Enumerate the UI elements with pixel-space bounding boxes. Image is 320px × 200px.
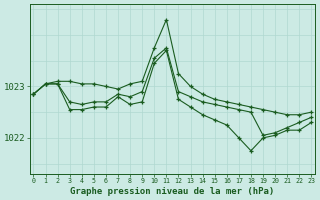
X-axis label: Graphe pression niveau de la mer (hPa): Graphe pression niveau de la mer (hPa) <box>70 187 275 196</box>
